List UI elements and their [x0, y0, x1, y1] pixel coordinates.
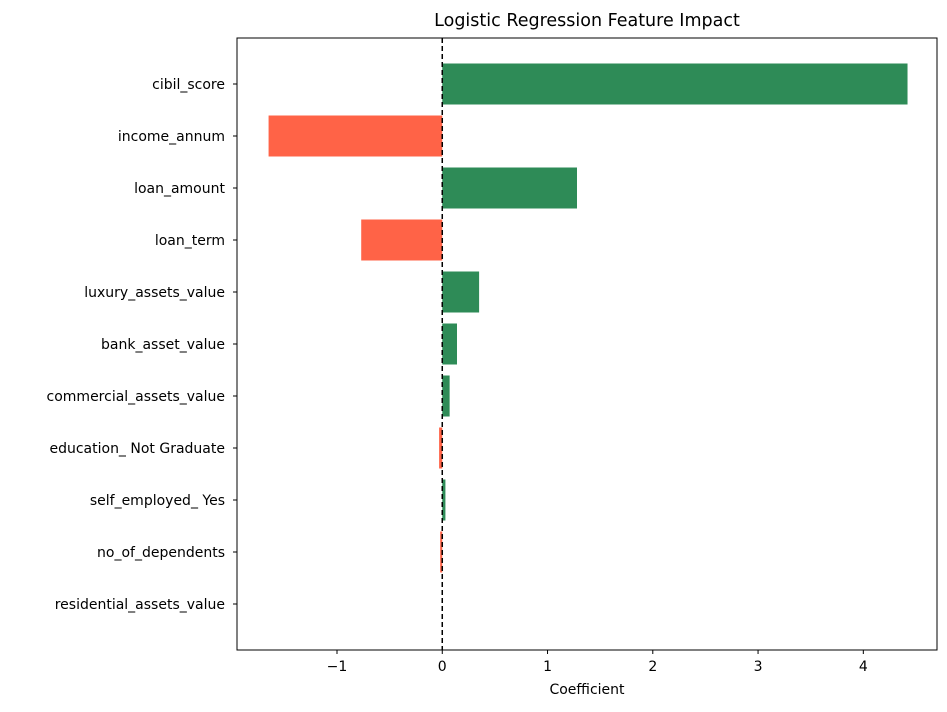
bars-group — [268, 63, 908, 573]
y-tick-label-luxury-assets-value: luxury_assets_value — [84, 285, 225, 301]
y-tick-label-cibil-score: cibil_score — [152, 77, 225, 93]
y-tick-label-no-of-dependents: no_of_dependents — [97, 545, 225, 561]
y-tick-label-loan-amount: loan_amount — [134, 181, 225, 197]
y-tick-labels: cibil_score income_annum loan_amount loan_t… — [47, 77, 237, 613]
bar-luxury-assets-value — [442, 271, 480, 313]
x-tick-label: 1 — [543, 659, 552, 675]
bar-education-not-graduate — [439, 427, 443, 469]
bar-cibil-score — [442, 63, 908, 105]
bar-no-of-dependents — [440, 531, 443, 573]
chart-title: Logistic Regression Feature Impact — [434, 11, 740, 31]
y-tick-label-self-employed-yes: self_employed_ Yes — [90, 493, 225, 509]
bar-self-employed-yes — [442, 479, 446, 521]
x-tick-label: 2 — [648, 659, 657, 675]
y-tick-label-commercial-assets-value: commercial_assets_value — [47, 389, 225, 405]
x-tick-labels: −1 0 1 2 3 4 — [327, 650, 868, 675]
y-tick-label-residential-assets-value: residential_assets_value — [55, 597, 225, 613]
y-tick-label-bank-asset-value: bank_asset_value — [101, 337, 225, 353]
x-tick-label: 3 — [754, 659, 763, 675]
y-tick-label-loan-term: loan_term — [155, 233, 225, 249]
bar-bank-asset-value — [442, 323, 457, 365]
x-tick-label: 4 — [859, 659, 868, 675]
bar-commercial-assets-value — [442, 375, 450, 417]
x-tick-label: −1 — [327, 659, 348, 675]
bar-loan-amount — [442, 167, 577, 209]
y-tick-label-education-not-graduate: education_ Not Graduate — [49, 441, 225, 457]
bar-loan-term — [361, 219, 443, 261]
x-tick-label: 0 — [438, 659, 447, 675]
y-tick-label-income-annum: income_annum — [118, 129, 225, 145]
x-axis-label: Coefficient — [549, 682, 625, 698]
bar-income-annum — [268, 115, 443, 157]
